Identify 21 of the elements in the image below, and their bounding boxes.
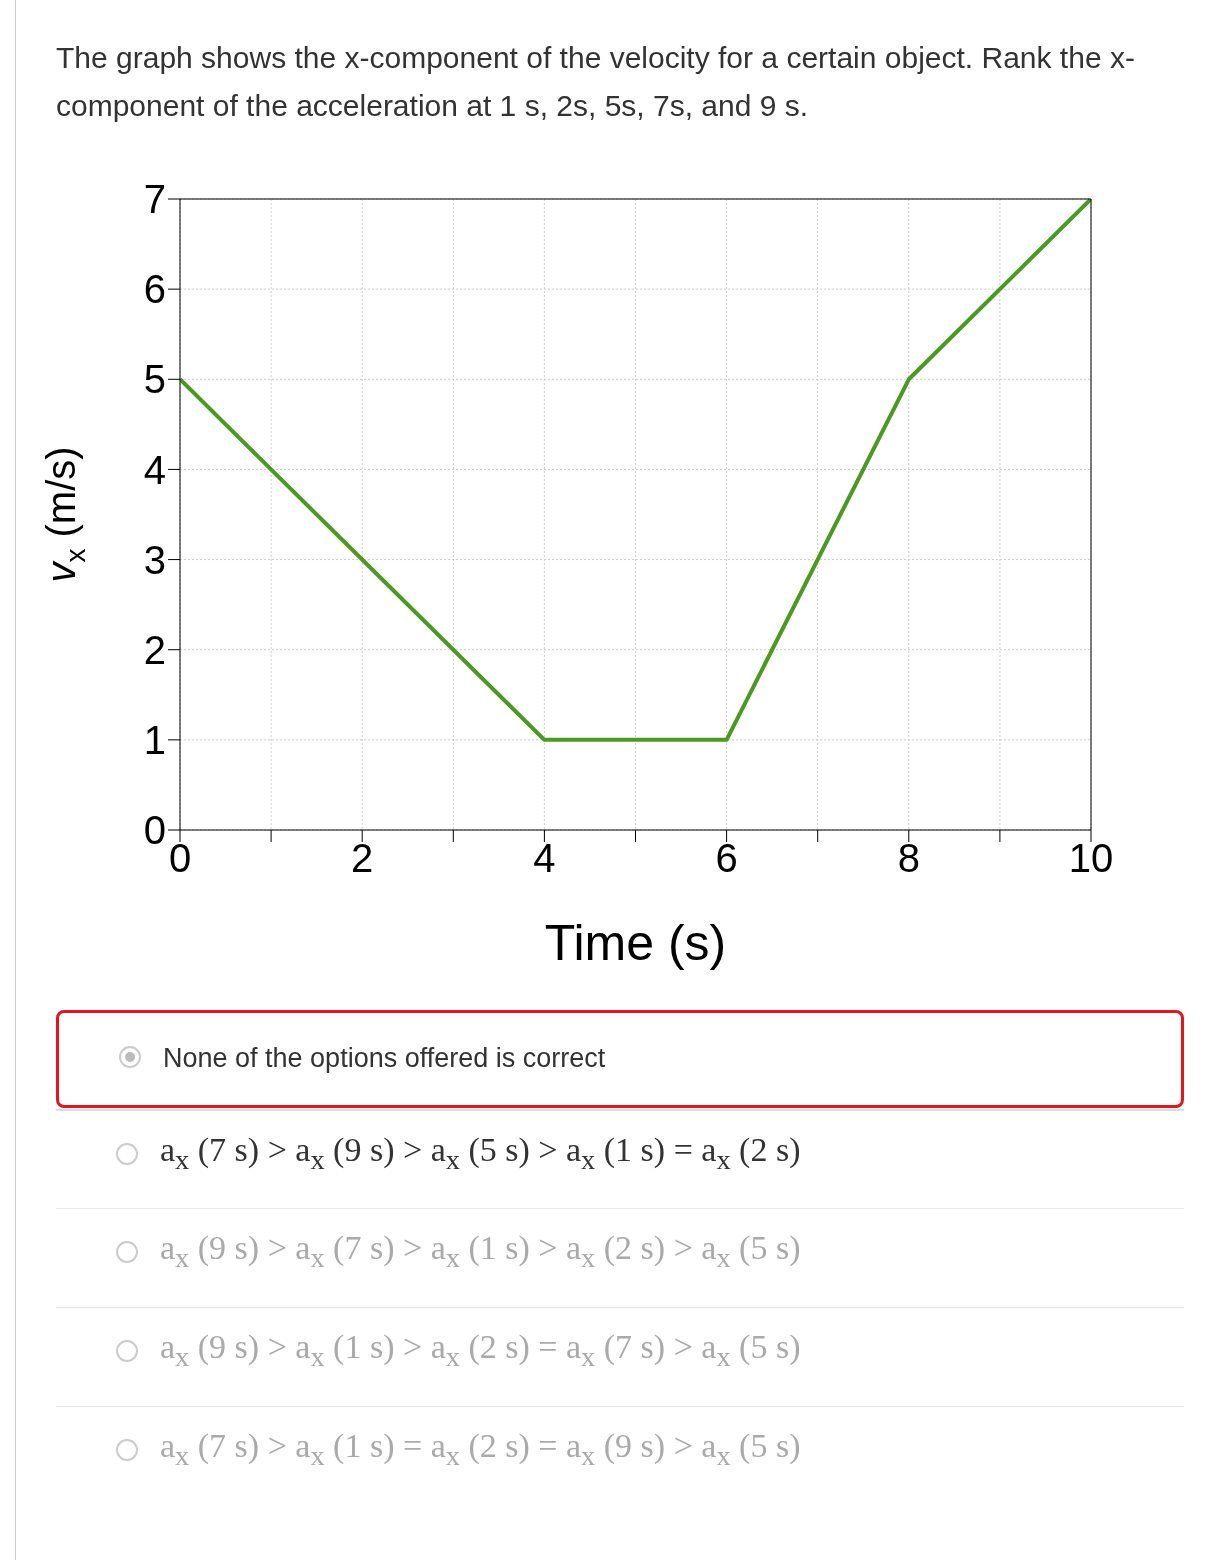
y-tick-label: 1 bbox=[143, 718, 166, 763]
text: None of the options offered is correct bbox=[163, 1043, 606, 1074]
y-axis-title: vx (m/s) bbox=[39, 446, 91, 583]
y-tick-label: 5 bbox=[143, 357, 166, 402]
y-tick-label: 4 bbox=[143, 447, 166, 492]
text: a$_{x}$ (9 s) > a$_{x}$ (1 s) > a$_{x}$ (2 s) = a$_{x}$ (7 s) > a$_{x}$ (5 s) bbox=[160, 1328, 801, 1372]
y-tick-label: 7 bbox=[143, 177, 166, 222]
chart-title: The graph shows the x-component of the velocity for a certain object. Rank the x-component of the acceleration at 1 s, 2s, 5s, 7s, and 9 s. bbox=[56, 40, 1136, 124]
y-tick-label: 3 bbox=[143, 537, 166, 582]
x-axis-title: Time (s) bbox=[544, 915, 727, 971]
y-tick-label: 6 bbox=[143, 267, 166, 312]
y-tick-label: 2 bbox=[143, 627, 166, 672]
text: a$_{x}$ (7 s) > a$_{x}$ (1 s) = a$_{x}$ (2 s) = a$_{x}$ (9 s) > a$_{x}$ (5 s) bbox=[160, 1427, 801, 1471]
x-tick-label: 10 bbox=[1068, 836, 1114, 881]
text: a$_{x}$ (9 s) > a$_{x}$ (7 s) > a$_{x}$ (1 s) > a$_{x}$ (2 s) > a$_{x}$ (5 s) bbox=[160, 1229, 801, 1273]
y-tick-label: 0 bbox=[143, 808, 166, 853]
x-tick-label: 8 bbox=[897, 836, 920, 881]
x-tick-label: 4 bbox=[533, 836, 556, 881]
x-tick-label: 2 bbox=[351, 836, 374, 881]
text: a$_{x}$ (7 s) > a$_{x}$ (9 s) > a$_{x}$ (5 s) > a$_{x}$ (1 s) = a$_{x}$ (2 s) bbox=[160, 1131, 801, 1175]
x-tick-label: 6 bbox=[715, 836, 738, 881]
